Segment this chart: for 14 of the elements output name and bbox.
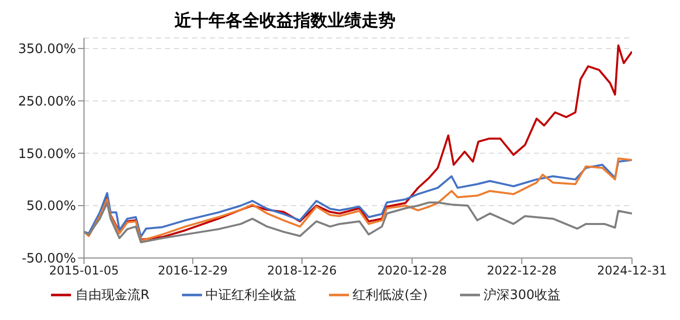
x-tick-label: 2020-12-28	[377, 264, 447, 278]
legend-label: 沪深300收益	[484, 288, 561, 303]
x-tick-label: 2016-12-29	[158, 264, 228, 278]
y-tick-label: 50.00%	[26, 199, 76, 214]
legend-label: 中证红利全收益	[206, 288, 297, 303]
y-tick-label: 250.00%	[18, 94, 76, 110]
legend-label: 红利低波(全)	[352, 288, 428, 303]
x-tick-label: 2018-12-26	[267, 264, 337, 278]
y-tick-label: 350.00%	[18, 42, 76, 58]
y-tick-label: 150.00%	[18, 146, 76, 162]
x-tick-label: 2024-12-31	[597, 264, 667, 278]
legend-label: 自由现金流R	[75, 288, 150, 303]
x-tick-label: 2022-12-28	[486, 264, 557, 278]
chart-title: 近十年各全收益指数业绩走势	[174, 10, 396, 33]
